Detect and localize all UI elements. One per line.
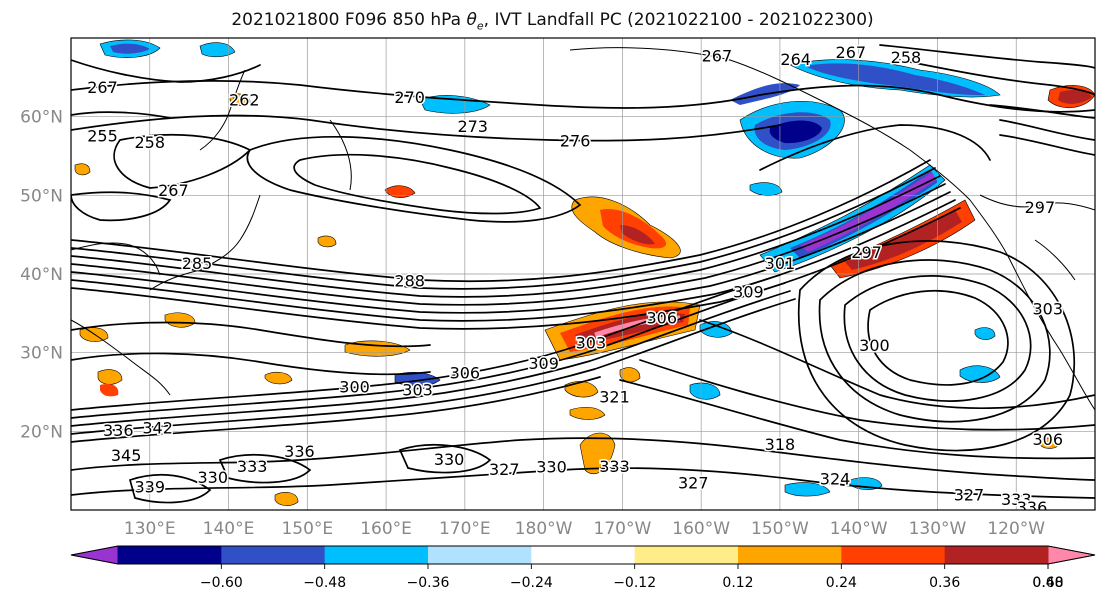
latitude-labels: 60°N 50°N 40°N 30°N 20°N xyxy=(20,108,63,443)
longitude-label: 130°W xyxy=(909,519,967,539)
latitude-label: 50°N xyxy=(20,186,63,206)
contour-label: 267 xyxy=(87,78,118,97)
colorbar-bin xyxy=(428,546,532,564)
contour-label: 258 xyxy=(891,48,922,67)
contour-label: 262 xyxy=(229,90,260,109)
contour-label: 330 xyxy=(198,468,229,487)
latitude-label: 20°N xyxy=(20,422,63,442)
contour-label: 297 xyxy=(851,243,882,262)
contour-label: 301 xyxy=(765,254,796,273)
contour-label: 255 xyxy=(87,127,118,146)
coastlines xyxy=(71,47,1095,411)
longitude-label: 180°W xyxy=(515,519,573,539)
colorbar-tick-label: 0.24 xyxy=(826,575,857,591)
colorbar-bin xyxy=(634,546,739,564)
contour-label: 303 xyxy=(576,333,607,352)
contour-label: 336 xyxy=(1017,498,1048,517)
contour-label: 327 xyxy=(678,473,709,492)
longitude-label: 170°E xyxy=(439,519,491,539)
contour-label: 285 xyxy=(182,254,213,273)
colorbar-tick-label: −0.36 xyxy=(407,575,450,591)
contour-label: 309 xyxy=(733,282,764,301)
longitude-label: 140°E xyxy=(203,519,255,539)
contour-label: 300 xyxy=(859,336,890,355)
colorbar-tick-label: −0.12 xyxy=(613,575,656,591)
contour-label: 309 xyxy=(528,354,559,373)
contour-label: 306 xyxy=(450,363,481,382)
contour-label: 258 xyxy=(134,133,165,152)
colorbar-tick-label: −0.60 xyxy=(200,575,243,591)
colorbar-bin xyxy=(841,546,946,564)
contour-label: 303 xyxy=(402,381,433,400)
contour-label: 300 xyxy=(339,377,370,396)
title-prefix: 2021021800 F096 850 hPa xyxy=(231,10,467,30)
longitude-label: 150°E xyxy=(281,519,333,539)
title-suffix: , IVT Landfall PC (2021022100 - 20210223… xyxy=(483,10,874,30)
contour-label: 333 xyxy=(1001,490,1032,509)
colorbar-bin xyxy=(944,546,1049,564)
longitude-label: 120°W xyxy=(987,519,1045,539)
title-subscript: e xyxy=(476,19,484,33)
contour-label: 297 xyxy=(1025,198,1056,217)
title-theta: θ xyxy=(466,10,477,30)
latitude-label: 40°N xyxy=(20,265,63,285)
contour-label: 330 xyxy=(536,458,567,477)
colorbar-extend-low xyxy=(70,545,119,565)
contour-label: 267 xyxy=(158,181,189,200)
contour-label: 342 xyxy=(142,418,173,437)
colorbar-bin xyxy=(221,546,326,564)
theta-e-contours xyxy=(71,44,1095,504)
colorbar-bin xyxy=(738,546,842,564)
contour-label: 330 xyxy=(434,450,465,469)
contour-label: 324 xyxy=(820,470,851,489)
colorbar-bin xyxy=(118,546,222,564)
colorbar-tick-label: 0.48 xyxy=(1032,575,1063,591)
contour-label: 273 xyxy=(457,117,488,136)
contour-label: 336 xyxy=(284,442,315,461)
colorbar-tick-label: 0.60 xyxy=(1032,575,1063,591)
contour-label: 267 xyxy=(836,43,867,62)
longitude-label: 160°E xyxy=(360,519,412,539)
contour-labels: 267 262 255 258 267 270 273 276 267 264 267 258 285 2… xyxy=(86,42,1065,517)
longitude-label: 140°W xyxy=(830,519,888,539)
colorbar-bin xyxy=(531,546,636,564)
latitude-label: 30°N xyxy=(20,344,63,364)
figure-title: 2021021800 F096 850 hPa θe, IVT Landfall… xyxy=(0,10,1105,32)
contour-label: 270 xyxy=(394,88,425,107)
contour-label: 288 xyxy=(394,271,425,290)
contour-label: 267 xyxy=(702,46,733,65)
contour-label: 327 xyxy=(489,460,520,479)
colorbar-tick-label: 0.36 xyxy=(929,575,960,591)
contour-label: 339 xyxy=(134,477,165,496)
map-frame xyxy=(70,37,1096,511)
colorbar-extend-high xyxy=(1047,545,1096,565)
longitude-label: 170°W xyxy=(594,519,652,539)
colorbar-bin xyxy=(324,546,429,564)
contour-label: 333 xyxy=(237,457,268,476)
contour-label: 264 xyxy=(780,50,811,69)
longitude-label: 160°W xyxy=(672,519,730,539)
latitude-label: 60°N xyxy=(20,108,63,128)
longitude-label: 150°W xyxy=(751,519,809,539)
contour-label: 327 xyxy=(954,485,985,504)
contour-label: 336 xyxy=(103,421,134,440)
longitude-label: 130°E xyxy=(124,519,176,539)
contour-label: 333 xyxy=(599,457,630,476)
colorbar-tick-label: 0.12 xyxy=(722,575,753,591)
colorbar: −0.60 −0.48 −0.36 −0.24 −0.12 0.12 0.24 0.36 0.4… xyxy=(70,545,1096,591)
contour-label: 303 xyxy=(1032,300,1063,319)
contour-label: 318 xyxy=(765,435,796,454)
contour-label: 276 xyxy=(560,131,591,150)
longitude-labels: 130°E 140°E 150°E 160°E 170°E 180°W 170°W 160°W… xyxy=(124,519,1045,539)
contour-label: 321 xyxy=(599,388,630,407)
colorbar-tick-label: −0.48 xyxy=(303,575,346,591)
colorbar-tick-label: −0.24 xyxy=(510,575,553,591)
contour-label: 306 xyxy=(1032,430,1063,449)
contour-label: 306 xyxy=(646,308,677,327)
contour-label: 345 xyxy=(111,446,142,465)
